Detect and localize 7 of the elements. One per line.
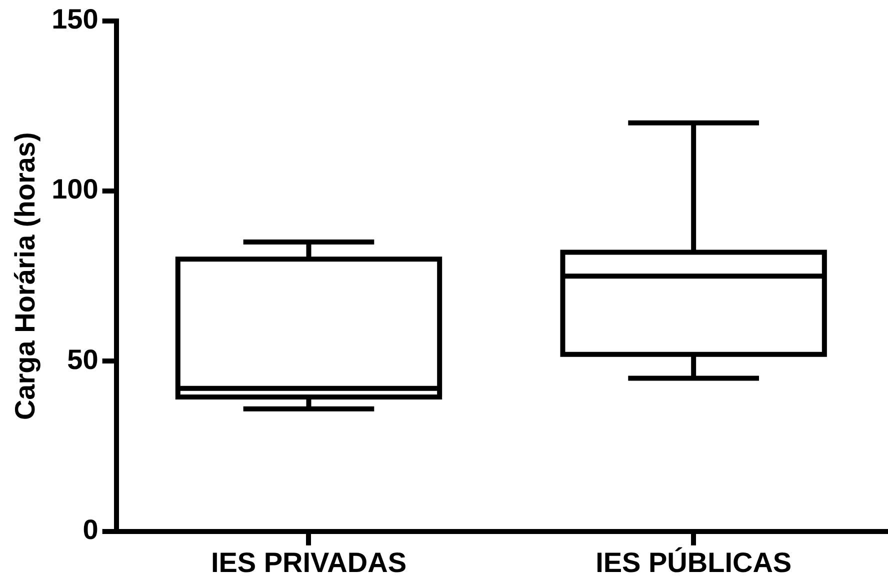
y-tick-label: 150 bbox=[52, 4, 98, 35]
y-tick-label: 100 bbox=[52, 174, 98, 205]
x-tick-label: IES PRIVADAS bbox=[210, 546, 407, 578]
y-tick-label: 50 bbox=[67, 344, 98, 375]
y-axis-title: Carga Horária (horas) bbox=[10, 132, 41, 420]
x-tick-label: IES PÚBLICAS bbox=[596, 546, 792, 578]
y-tick-label: 0 bbox=[82, 514, 98, 546]
